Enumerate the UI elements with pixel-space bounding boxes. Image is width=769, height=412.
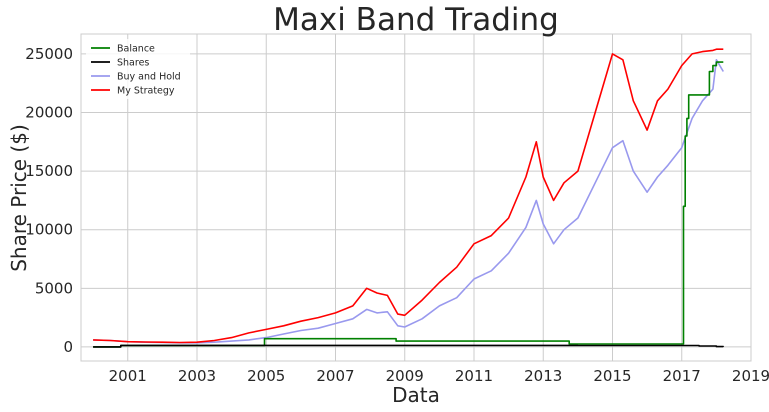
legend-box <box>86 39 190 99</box>
y-tick-labels: 0 5000 10000 15000 20000 25000 <box>25 45 73 356</box>
x-tick-label: 2001 <box>109 367 147 385</box>
x-tick-labels: 2001 2003 2005 2007 2009 2011 2013 2015 2017 2019 <box>109 367 769 385</box>
chart-title: Maxi Band Trading <box>273 2 559 38</box>
y-tick-label: 25000 <box>25 45 73 63</box>
legend-label: Buy and Hold <box>117 72 181 83</box>
legend-label: My Strategy <box>117 86 175 97</box>
x-tick-label: 2009 <box>386 367 424 385</box>
plot-area <box>80 33 752 362</box>
y-tick-label: 0 <box>63 338 73 356</box>
x-tick-label: 2005 <box>247 367 285 385</box>
series-line-shares <box>93 344 725 348</box>
x-tick-label: 2003 <box>178 367 216 385</box>
x-tick-label: 2019 <box>732 367 769 385</box>
grid <box>81 34 752 361</box>
y-axis-label: Share Price ($) <box>7 124 31 272</box>
x-axis-label: Data <box>392 383 440 407</box>
y-tick-label: 10000 <box>25 221 73 239</box>
y-tick-label: 20000 <box>25 104 73 122</box>
x-tick-label: 2011 <box>455 367 493 385</box>
y-tick-label: 5000 <box>35 279 73 297</box>
legend-label: Balance <box>117 44 155 55</box>
series-layer <box>93 48 725 348</box>
x-tick-label: 2013 <box>524 367 562 385</box>
legend-label: Shares <box>117 58 149 69</box>
series-line-buy-and-hold <box>93 59 724 344</box>
series-line-my-strategy <box>93 48 724 344</box>
x-tick-label: 2007 <box>316 367 354 385</box>
x-tick-label: 2017 <box>663 367 701 385</box>
legend: Balance Shares Buy and Hold My Strategy <box>86 39 190 99</box>
y-tick-label: 15000 <box>25 162 73 180</box>
x-tick-label: 2015 <box>593 367 631 385</box>
